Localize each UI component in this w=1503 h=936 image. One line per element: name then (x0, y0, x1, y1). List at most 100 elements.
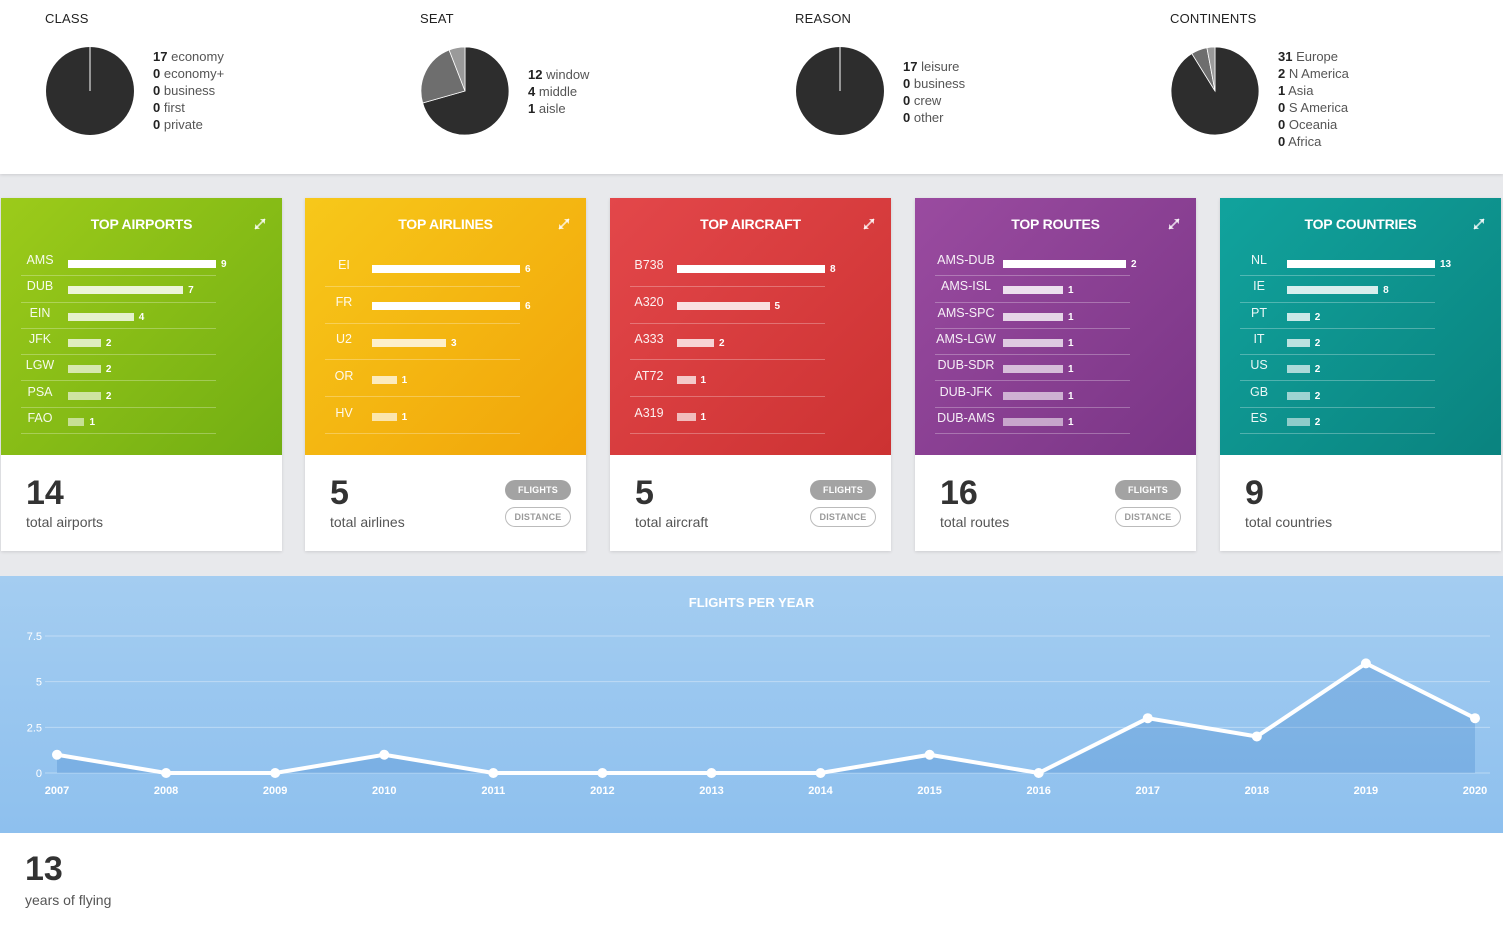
row-label: AMS-DUB (937, 253, 995, 268)
row-bar (68, 339, 101, 348)
card-row[interactable]: IE 8 (1240, 276, 1435, 303)
pie-legend: 31 Europe 2 N America 1 Asia 0 S America 0 O… (1278, 48, 1349, 150)
card-row[interactable]: LGW 2 (21, 355, 216, 382)
row-count: 2 (105, 338, 112, 350)
row-count: 1 (1068, 364, 1074, 376)
pie-legend-item: 0 private (153, 116, 224, 133)
total-count: 9 (1245, 474, 1264, 512)
row-count: 2 (1314, 390, 1321, 402)
card-row[interactable]: GB 2 (1240, 381, 1435, 408)
pie-legend: 12 window 4 middle 1 aisle (528, 66, 589, 117)
row-bar (372, 338, 446, 347)
x-tick-label: 2007 (45, 785, 69, 797)
flights-toggle-button[interactable]: FLIGHTS (810, 480, 876, 500)
y-tick-label: 0 (36, 768, 42, 780)
card-top-airports: TOP AIRPORTS AMS 9 DUB 7 EIN 4 JFK 2 LGW 2 PSA 2 FAO 1… (1, 198, 282, 551)
legend-value: 0 (153, 66, 161, 81)
card-row[interactable]: B738 8 (630, 250, 836, 287)
card-row[interactable]: AMS-LGW 1 (935, 329, 1130, 356)
card-row[interactable]: NL 13 (1240, 250, 1451, 277)
card-row[interactable]: DUB-AMS 1 (935, 408, 1130, 435)
card-row[interactable]: AMS 9 (21, 250, 227, 277)
card-row[interactable]: A319 1 (630, 397, 825, 434)
x-tick-label: 2010 (372, 785, 396, 797)
row-label: NL (1251, 253, 1267, 268)
card-row[interactable]: DUB 7 (21, 276, 216, 303)
pie-legend-item: 4 middle (528, 83, 589, 100)
pie-legend-item: 17 leisure (903, 58, 965, 75)
row-label: IE (1253, 279, 1265, 294)
pie-title: SEAT (420, 11, 454, 26)
distance-toggle-button[interactable]: DISTANCE (505, 507, 571, 527)
pie-chart (420, 46, 510, 136)
row-label: AMS-ISL (940, 279, 991, 294)
card-row[interactable]: ES 2 (1240, 408, 1435, 435)
card-row[interactable]: AMS-SPC 1 (935, 303, 1130, 329)
expand-icon[interactable] (1471, 216, 1487, 232)
card-row[interactable]: DUB-SDR 1 (935, 355, 1130, 382)
row-count: 1 (401, 411, 408, 423)
row-label: DUB-AMS (937, 410, 995, 425)
data-point (815, 768, 826, 778)
row-count: 6 (525, 264, 531, 276)
card-row[interactable]: HV 1 (325, 397, 520, 434)
card-row[interactable]: AMS-ISL 1 (935, 276, 1130, 303)
legend-value: 17 (903, 59, 918, 74)
row-bar (677, 375, 696, 384)
row-label: DUB-JFK (939, 384, 993, 399)
flights-toggle-button[interactable]: FLIGHTS (505, 480, 571, 500)
card-row[interactable]: U2 3 (325, 324, 520, 361)
card-row[interactable]: IT 2 (1240, 329, 1435, 356)
row-bar (677, 265, 825, 274)
legend-label: business (163, 83, 216, 98)
card-row[interactable]: A320 5 (630, 287, 825, 324)
row-count: 1 (1068, 311, 1074, 323)
legend-label: Europe (1296, 49, 1339, 64)
card-row[interactable]: AT72 1 (630, 360, 825, 398)
data-point (488, 768, 499, 778)
total-count: 16 (940, 474, 978, 512)
flights-toggle-button[interactable]: FLIGHTS (1115, 480, 1181, 500)
card-row[interactable]: AMS-DUB 2 (935, 250, 1137, 277)
card-row[interactable]: A333 2 (630, 324, 825, 361)
card-row[interactable]: US 2 (1240, 355, 1435, 382)
row-label: AMS-LGW (936, 332, 996, 347)
row-count: 2 (1314, 338, 1321, 350)
distance-toggle-button[interactable]: DISTANCE (1115, 507, 1181, 527)
legend-value: 0 (903, 76, 911, 91)
card-row[interactable]: FR 6 (325, 287, 531, 324)
pie-legend: 17 leisure 0 business 0 crew 0 other (903, 58, 965, 126)
row-label: LGW (25, 358, 55, 373)
x-tick-label: 2011 (481, 785, 505, 797)
row-count: 4 (138, 311, 145, 323)
distance-toggle-button[interactable]: DISTANCE (810, 507, 876, 527)
x-tick-label: 2019 (1354, 785, 1378, 797)
card-row[interactable]: DUB-JFK 1 (935, 381, 1130, 408)
row-label: US (1250, 358, 1268, 373)
row-label: A319 (634, 405, 664, 420)
card-row[interactable]: EIN 4 (21, 303, 216, 329)
pie-block-seat: SEAT 12 window 4 middle 1 aisle (375, 0, 745, 174)
card-row[interactable]: PSA 2 (21, 381, 216, 408)
expand-icon[interactable] (1166, 216, 1182, 232)
card-header: TOP AIRCRAFT B738 8 A320 5 A333 2 AT72 1 A319 1 (610, 198, 891, 455)
row-bar (677, 302, 770, 311)
card-row[interactable]: JFK 2 (21, 329, 216, 356)
row-bar (1287, 339, 1310, 348)
row-count: 1 (1068, 338, 1074, 350)
row-count: 1 (1068, 390, 1074, 402)
expand-icon[interactable] (556, 216, 572, 232)
expand-icon[interactable] (861, 216, 877, 232)
pie-legend-item: 0 other (903, 109, 965, 126)
x-tick-label: 2018 (1245, 785, 1269, 797)
expand-icon[interactable] (252, 216, 268, 232)
pie-title: REASON (795, 11, 852, 26)
data-point (924, 749, 935, 760)
card-row[interactable]: FAO 1 (21, 408, 216, 435)
card-row[interactable]: OR 1 (325, 360, 520, 398)
card-header: TOP AIRPORTS AMS 9 DUB 7 EIN 4 JFK 2 LGW 2 PSA 2 FAO 1 (1, 198, 282, 455)
card-row[interactable]: PT 2 (1240, 303, 1435, 329)
years-panel: 13 years of flying (0, 833, 1503, 936)
row-label: PT (1251, 305, 1267, 320)
card-row[interactable]: EI 6 (325, 250, 531, 287)
